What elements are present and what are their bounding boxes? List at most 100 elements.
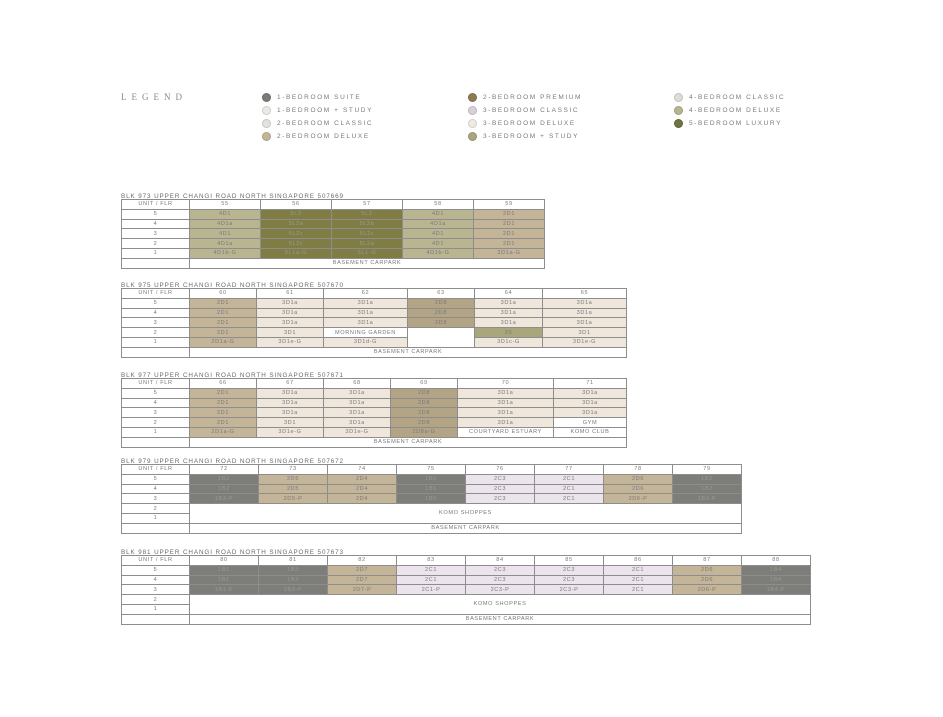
- floor-row: BASEMENT CARPARK: [121, 613, 811, 625]
- facility-cell: COURTYARD ESTUARY: [457, 426, 554, 438]
- unit-type-cell: 3D1e-G: [542, 336, 627, 348]
- unit-type-cell: 2D1: [189, 317, 257, 329]
- floor-label: 1: [121, 336, 190, 348]
- unit-type-cell: 3D1c-G: [474, 336, 543, 348]
- unit-type-cell: 3D1a: [256, 397, 324, 409]
- floor-label: 4: [121, 307, 190, 319]
- unit-type-cell: 3D1e-G: [256, 336, 324, 348]
- legend-item: 2-BEDROOM DELUXE: [262, 131, 370, 141]
- unit-header: 73: [258, 464, 328, 475]
- unit-type-cell: 3D1a: [474, 317, 543, 329]
- unit-type-cell: 3D1a: [457, 417, 554, 428]
- unit-type-cell: 4D1: [402, 228, 474, 240]
- unit-header: 62: [323, 288, 408, 299]
- unit-type-cell: 5L1-G: [331, 247, 403, 259]
- legend-swatch: [468, 105, 477, 115]
- unit-type-cell: 2D1: [189, 307, 257, 319]
- facility-cell: BASEMENT CARPARK: [189, 613, 811, 625]
- unit-type-cell: 2D8: [407, 317, 475, 329]
- unit-type-cell: 1B5: [396, 483, 466, 495]
- legend-item: 2-BEDROOM PREMIUM: [468, 92, 582, 102]
- unit-type-cell: 2C1: [534, 493, 604, 505]
- unit-header: 81: [258, 555, 328, 566]
- legend-swatch: [262, 118, 271, 128]
- floor-row: 4 4D1a 5L2a 5L2b 4D1a 2D1: [121, 218, 545, 230]
- unit-header: 84: [465, 555, 535, 566]
- unit-type-cell: 2D4: [327, 483, 397, 495]
- legend-item: 3-BEDROOM + STUDY: [468, 131, 579, 141]
- unit-type-cell: 3D1a: [323, 407, 391, 419]
- unit-type-cell: 2D4: [327, 473, 397, 485]
- unit-header: 85: [534, 555, 604, 566]
- floor-row: 4 1B1 1B3 2D7 2C1 2C3 2C3 2C1 2D6 1B4: [121, 574, 811, 586]
- unit-type-cell: 2D1: [189, 387, 257, 399]
- legend-label: 2-BEDROOM CLASSIC: [277, 119, 374, 127]
- unit-type-cell: 5L2: [331, 208, 403, 220]
- unit-type-cell: 1B4: [741, 574, 811, 586]
- block-title: BLK 973 UPPER CHANGI ROAD NORTH SINGAPOR…: [121, 193, 344, 200]
- unit-type-cell: 2C3: [465, 493, 535, 505]
- unit-type-cell: 2D5: [258, 473, 328, 485]
- facility-cell: BASEMENT CARPARK: [189, 522, 742, 534]
- block-title: BLK 975 UPPER CHANGI ROAD NORTH SINGAPOR…: [121, 282, 344, 289]
- facility-cell: BASEMENT CARPARK: [189, 436, 627, 448]
- unit-table: UNIT / FLR 60 61 62 63 64 65 5 2D1 3D1a 3D1a 2D8 3D1…: [121, 288, 627, 358]
- unit-type-cell: 3D1a: [323, 307, 408, 319]
- header-row: UNIT / FLR 55 56 57 58 59: [121, 199, 545, 210]
- legend-item: 2-BEDROOM CLASSIC: [262, 118, 373, 128]
- unit-type-cell: 1B2: [672, 473, 742, 485]
- floor-row: BASEMENT CARPARK: [121, 436, 627, 448]
- unit-type-cell: 2D8: [390, 417, 458, 428]
- unit-header: 57: [331, 199, 403, 210]
- unit-type-cell: 3D1a: [323, 417, 391, 428]
- block-977: BLK 977 UPPER CHANGI ROAD NORTH SINGAPOR…: [121, 372, 627, 448]
- unit-header: 71: [553, 378, 627, 389]
- unit-type-cell: 2D6-P: [672, 584, 742, 596]
- unit-header: 58: [402, 199, 474, 210]
- unit-type-cell: 4D1: [189, 208, 261, 220]
- unit-type-cell: 4D1: [189, 228, 261, 240]
- unit-type-cell: 2C1: [396, 564, 466, 576]
- header-row: UNIT / FLR 60 61 62 63 64 65: [121, 288, 627, 299]
- unit-header: 74: [327, 464, 397, 475]
- floor-label: 3: [121, 584, 190, 596]
- unit-type-cell: 2D1: [473, 208, 545, 220]
- floor-label: 5: [121, 208, 190, 220]
- unit-type-cell: 3D1a: [457, 397, 554, 409]
- unit-type-cell: 2D1a-G: [189, 336, 257, 348]
- unit-header: 83: [396, 555, 466, 566]
- unit-header: 79: [672, 464, 742, 475]
- unit-type-cell: 2D7: [327, 564, 397, 576]
- floor-label: 3: [121, 228, 190, 240]
- unit-header: 65: [542, 288, 627, 299]
- unit-type-cell: 1B1: [189, 564, 259, 576]
- unit-type-cell: 3D1a: [457, 387, 554, 399]
- floor-label: 1: [121, 426, 190, 438]
- unit-type-cell: 2D1: [473, 238, 545, 249]
- unit-type-cell: 5L1a-G: [260, 247, 332, 259]
- unit-type-cell: 2D4: [327, 493, 397, 505]
- floor-label: [121, 436, 190, 448]
- unit-type-cell: 2C3: [534, 564, 604, 576]
- floor-label: 3: [121, 317, 190, 329]
- unit-type-cell: 2C3: [465, 483, 535, 495]
- header-row: UNIT / FLR 66 67 68 69 70 71: [121, 378, 627, 389]
- floor-row: 1 4D1b-G 5L1a-G 5L1-G 4D1b-G 2D1a-G: [121, 247, 545, 259]
- unit-type-cell: 5L2a: [331, 238, 403, 249]
- block-title: BLK 981 UPPER CHANGI ROAD NORTH SINGAPOR…: [121, 549, 344, 556]
- unit-type-cell: 1B3-P: [189, 493, 259, 505]
- legend-label: 3-BEDROOM + STUDY: [483, 132, 580, 140]
- block-981: BLK 981 UPPER CHANGI ROAD NORTH SINGAPOR…: [121, 549, 811, 625]
- unit-table: UNIT / FLR 66 67 68 69 70 71 5 2D1 3D1a 3D1a 2D8 3D1…: [121, 378, 627, 448]
- unit-type-cell: 5L2c: [331, 228, 403, 240]
- floor-row: 3 2D1 3D1a 3D1a 2D8 3D1a 3D1a: [121, 407, 627, 419]
- unit-type-cell: 1B1-P: [189, 584, 259, 596]
- unit-type-cell: 2C1: [534, 473, 604, 485]
- unit-type-cell: 1B5: [396, 473, 466, 485]
- floor-row: 5 2D1 3D1a 3D1a 2D8 3D1a 3D1a: [121, 297, 627, 309]
- legend-item: 4-BEDROOM DELUXE: [674, 105, 782, 115]
- floor-label: 5: [121, 564, 190, 576]
- floor-label: [121, 522, 190, 534]
- facility-cell: [407, 327, 475, 348]
- block-title: BLK 977 UPPER CHANGI ROAD NORTH SINGAPOR…: [121, 372, 344, 379]
